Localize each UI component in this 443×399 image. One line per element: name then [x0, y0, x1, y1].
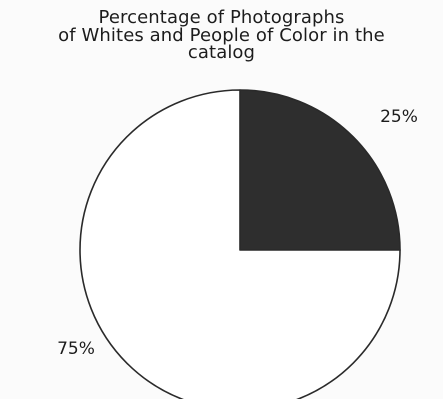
- pie-slice-25-percent: [239, 89, 401, 251]
- pie-label-75-percent: 75%: [57, 339, 95, 359]
- chart-title-line-2: of Whites and People of Color in the: [58, 24, 385, 46]
- pie-label-25-percent: 25%: [380, 107, 418, 127]
- pie-labels: 25% 75%: [57, 107, 418, 359]
- pie-slices: [79, 89, 401, 399]
- chart-title: Percentage of Photographs of Whites and …: [0, 9, 443, 62]
- pie-slice-75-percent: [79, 89, 401, 399]
- chart-title-line-1: Percentage of Photographs: [98, 7, 345, 28]
- chart-title-line-3: catalog: [187, 42, 256, 63]
